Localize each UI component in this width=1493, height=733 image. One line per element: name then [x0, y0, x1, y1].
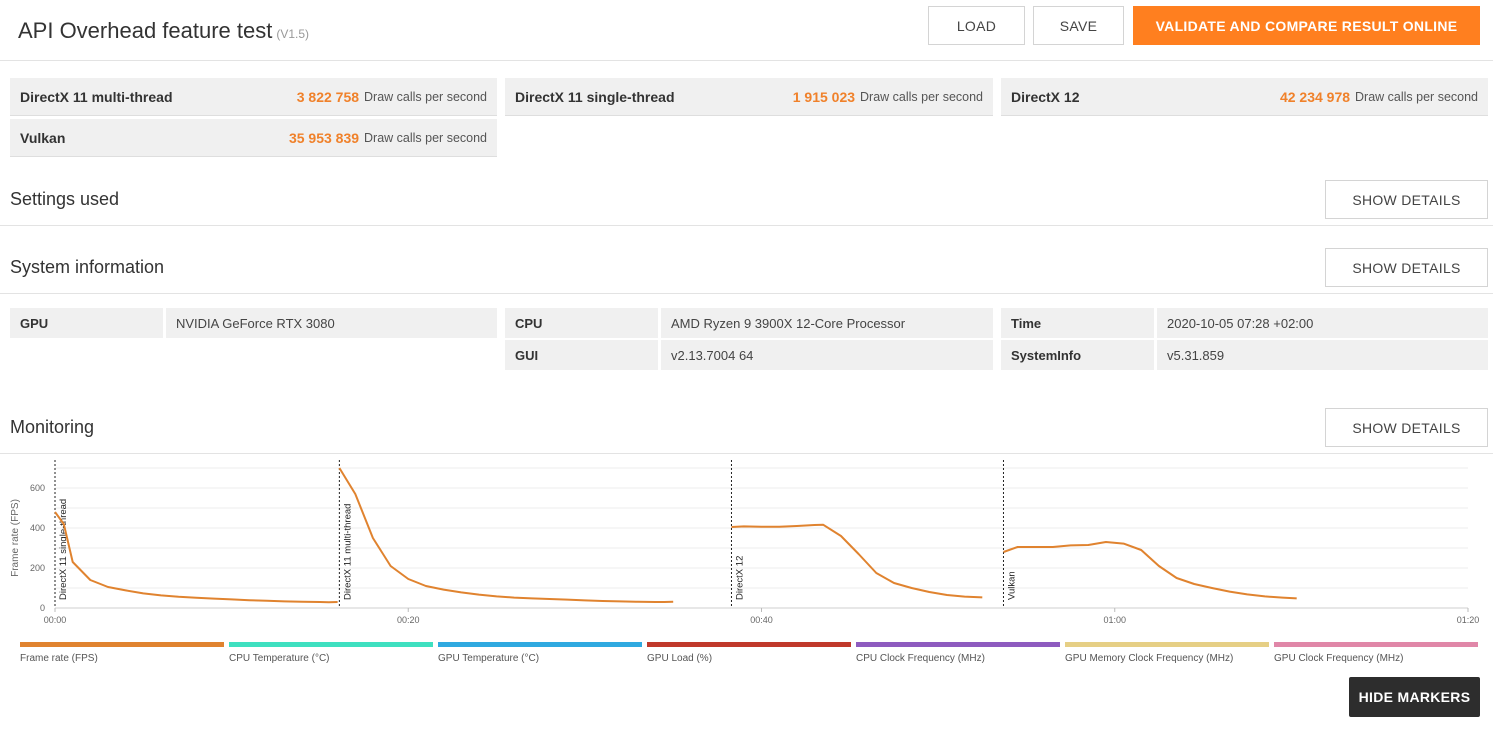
chart-legend: Frame rate (FPS) CPU Temperature (°C) GPU … — [20, 642, 1478, 666]
section-divider — [0, 453, 1493, 454]
legend-color-bar — [438, 642, 642, 647]
legend-color-bar — [647, 642, 851, 647]
legend-label: Frame rate (FPS) — [20, 653, 98, 664]
score-name: Vulkan — [20, 129, 66, 146]
y-tick-label: 200 — [30, 563, 45, 573]
info-key-systeminfo: SystemInfo — [1001, 340, 1154, 370]
frame-rate-series-line — [731, 523, 983, 599]
validate-compare-online-button[interactable]: VALIDATE AND COMPARE RESULT ONLINE — [1133, 6, 1480, 45]
x-tick-label: 01:20 — [1457, 615, 1480, 625]
x-tick-label: 01:00 — [1103, 615, 1126, 625]
legend-color-bar — [856, 642, 1060, 647]
test-version: (V1.5) — [276, 27, 310, 41]
section-divider — [0, 293, 1493, 294]
info-value-gui: v2.13.7004 64 — [661, 340, 993, 370]
frame-rate-series-line — [338, 467, 674, 603]
legend-color-bar — [1065, 642, 1269, 647]
info-value-systeminfo: v5.31.859 — [1157, 340, 1488, 370]
system-show-details-button[interactable]: SHOW DETAILS — [1325, 248, 1488, 287]
marker-label: DirectX 12 — [734, 556, 745, 600]
score-name: DirectX 11 multi-thread — [20, 88, 173, 105]
score-name: DirectX 12 — [1011, 88, 1080, 105]
score-vulkan: Vulkan 35 953 839 Draw calls per second — [10, 119, 497, 157]
settings-section-title: Settings used — [10, 189, 120, 209]
monitoring-section-title: Monitoring — [10, 417, 95, 437]
y-axis-label: Frame rate (FPS) — [10, 499, 21, 577]
frame-rate-chart: DirectX 11 single-thread DirectX 11 multi… — [10, 460, 1480, 625]
test-name: API Overhead feature test — [18, 18, 273, 43]
legend-label: GPU Memory Clock Frequency (MHz) — [1065, 653, 1234, 664]
score-value: 42 234 978 — [1279, 88, 1351, 105]
x-tick-label: 00:40 — [750, 615, 773, 625]
score-unit: Draw calls per second — [364, 89, 487, 104]
load-button[interactable]: LOAD — [928, 6, 1025, 45]
legend-item[interactable]: GPU Clock Frequency (MHz) — [1274, 642, 1478, 664]
legend-label: GPU Clock Frequency (MHz) — [1274, 653, 1404, 664]
score-name: DirectX 11 single-thread — [515, 88, 675, 105]
info-value-gpu: NVIDIA GeForce RTX 3080 — [166, 308, 497, 338]
score-unit: Draw calls per second — [860, 89, 983, 104]
system-section-title: System information — [10, 257, 165, 277]
marker-label: DirectX 11 multi-thread — [342, 504, 353, 600]
info-key-gui: GUI — [505, 340, 658, 370]
x-tick-label: 00:00 — [44, 615, 67, 625]
score-value: 3 822 758 — [296, 88, 360, 105]
info-key-cpu: CPU — [505, 308, 658, 338]
legend-label: CPU Temperature (°C) — [229, 653, 330, 664]
info-value-time: 2020-10-05 07:28 +02:00 — [1157, 308, 1488, 338]
frame-rate-series-line — [1003, 541, 1297, 600]
title-bar — [0, 0, 1493, 61]
section-divider — [0, 225, 1493, 226]
legend-item[interactable]: CPU Clock Frequency (MHz) — [856, 642, 1060, 664]
score-value: 35 953 839 — [288, 129, 360, 146]
y-tick-label: 400 — [30, 523, 45, 533]
legend-color-bar — [20, 642, 224, 647]
info-key-time: Time — [1001, 308, 1154, 338]
marker-label: Vulkan — [1006, 571, 1017, 600]
settings-show-details-button[interactable]: SHOW DETAILS — [1325, 180, 1488, 219]
score-unit: Draw calls per second — [1355, 89, 1478, 104]
page-title: API Overhead feature test (V1.5) — [18, 18, 309, 44]
monitoring-show-details-button[interactable]: SHOW DETAILS — [1325, 408, 1488, 447]
save-button[interactable]: SAVE — [1033, 6, 1124, 45]
legend-color-bar — [229, 642, 433, 647]
y-tick-label: 600 — [30, 483, 45, 493]
legend-color-bar — [1274, 642, 1478, 647]
info-key-gpu: GPU — [10, 308, 163, 338]
info-value-cpu: AMD Ryzen 9 3900X 12-Core Processor — [661, 308, 993, 338]
frame-rate-series-line — [54, 511, 338, 604]
legend-item[interactable]: GPU Memory Clock Frequency (MHz) — [1065, 642, 1269, 664]
x-tick-label: 00:20 — [397, 615, 420, 625]
score-value: 1 915 023 — [792, 88, 856, 105]
legend-item[interactable]: GPU Temperature (°C) — [438, 642, 642, 664]
legend-item[interactable]: GPU Load (%) — [647, 642, 851, 664]
legend-item[interactable]: CPU Temperature (°C) — [229, 642, 433, 664]
hide-markers-button[interactable]: HIDE MARKERS — [1349, 677, 1480, 717]
legend-label: GPU Load (%) — [647, 653, 713, 664]
score-dx11-single: DirectX 11 single-thread 1 915 023 Draw … — [505, 78, 993, 116]
score-unit: Draw calls per second — [364, 130, 487, 145]
legend-item[interactable]: Frame rate (FPS) — [20, 642, 224, 664]
score-dx12: DirectX 12 42 234 978 Draw calls per sec… — [1001, 78, 1488, 116]
y-tick-label: 0 — [40, 603, 45, 613]
legend-label: CPU Clock Frequency (MHz) — [856, 653, 985, 664]
score-dx11-multi: DirectX 11 multi-thread 3 822 758 Draw c… — [10, 78, 497, 116]
legend-label: GPU Temperature (°C) — [438, 653, 540, 664]
marker-label: DirectX 11 single-thread — [58, 499, 69, 600]
